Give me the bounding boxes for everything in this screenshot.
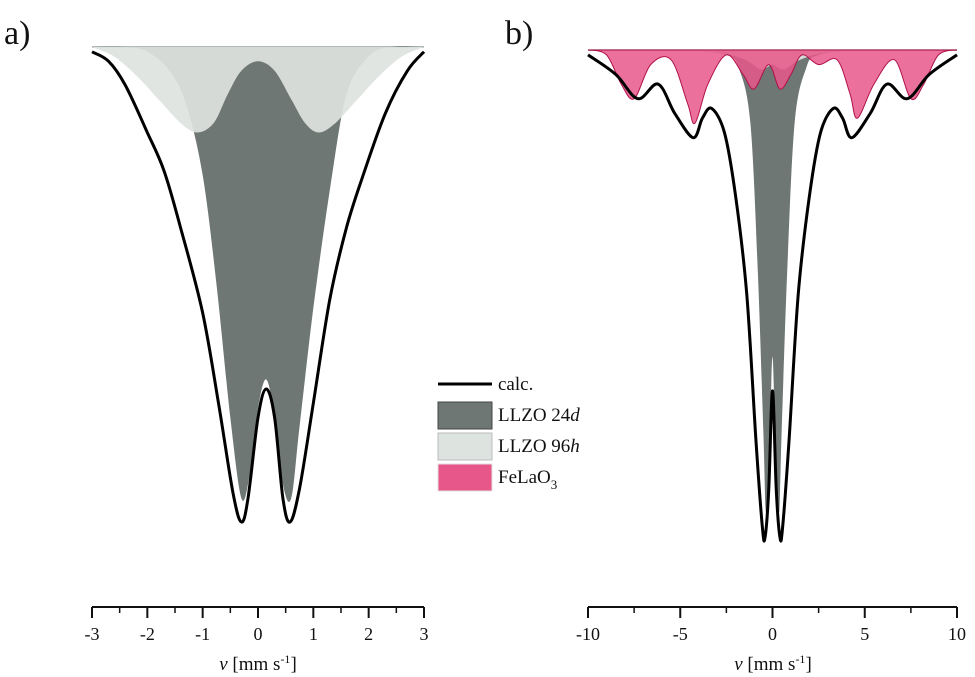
- panel-b-series-llzo-24d: [588, 49, 957, 513]
- panel-a-tick-label-3: 3: [420, 624, 429, 644]
- panel-a-tick-label--1: -1: [195, 624, 210, 644]
- panel-a-tick-label-0: 0: [254, 624, 263, 644]
- panel-a-series-llzo-24d: [92, 46, 424, 502]
- panel-b-tick-label--5: -5: [673, 624, 688, 644]
- legend-felao3-label: FeLaO3: [498, 467, 557, 492]
- panel-a: a) -3 -2 -1 0 1 2 3 v [mm s-1]: [4, 15, 429, 675]
- panel-b-label: b): [505, 15, 533, 52]
- legend-llzo-24d-swatch: [437, 401, 493, 430]
- legend: calc. LLZO 24d LLZO 96h FeLaO3: [437, 374, 580, 492]
- legend-calc-label: calc.: [498, 374, 533, 395]
- panel-a-plot: [91, 46, 426, 524]
- x-label-unit: [mm s: [228, 654, 281, 675]
- panel-b: b) -10 -5 0 5 10 v [mm s-1]: [505, 15, 966, 675]
- panel-b-tick-label-5: 5: [860, 624, 869, 644]
- panel-b-plot: [587, 49, 958, 543]
- x-label-symbol: v: [219, 654, 228, 675]
- panel-b-series-felao3: [587, 49, 958, 125]
- panel-a-x-axis: -3 -2 -1 0 1 2 3: [85, 606, 429, 644]
- legend-felao3-swatch: [437, 463, 493, 492]
- panel-b-series-calc: [587, 53, 958, 543]
- x-label-close: ]: [290, 654, 296, 675]
- x-label-unit: [mm s: [743, 654, 796, 675]
- panel-b-x-axis: -10 -5 0 5 10: [576, 606, 966, 644]
- panel-a-tick-label-2: 2: [364, 624, 373, 644]
- x-label-exponent: -1: [280, 652, 290, 666]
- panel-b-tick-label--10: -10: [576, 624, 600, 644]
- legend-llzo-96h-label: LLZO 96h: [498, 436, 580, 457]
- panel-a-tick-label-1: 1: [309, 624, 318, 644]
- panel-a-series-llzo-96h: [92, 47, 424, 133]
- panel-b-x-axis-label: v [mm s-1]: [734, 652, 812, 675]
- panel-a-series-calc: [91, 50, 426, 524]
- x-label-close: ]: [805, 654, 811, 675]
- x-label-symbol: v: [734, 654, 743, 675]
- panel-b-tick-label-0: 0: [768, 624, 777, 644]
- panel-a-x-axis-label: v [mm s-1]: [219, 652, 297, 675]
- legend-llzo-96h-swatch: [437, 432, 493, 461]
- panel-b-tick-label-10: 10: [948, 624, 966, 644]
- legend-llzo-24d-label: LLZO 24d: [498, 405, 580, 426]
- panel-a-label: a): [4, 15, 30, 52]
- panel-a-tick-label--2: -2: [140, 624, 155, 644]
- panel-a-tick-label--3: -3: [85, 624, 100, 644]
- x-label-exponent: -1: [795, 652, 805, 666]
